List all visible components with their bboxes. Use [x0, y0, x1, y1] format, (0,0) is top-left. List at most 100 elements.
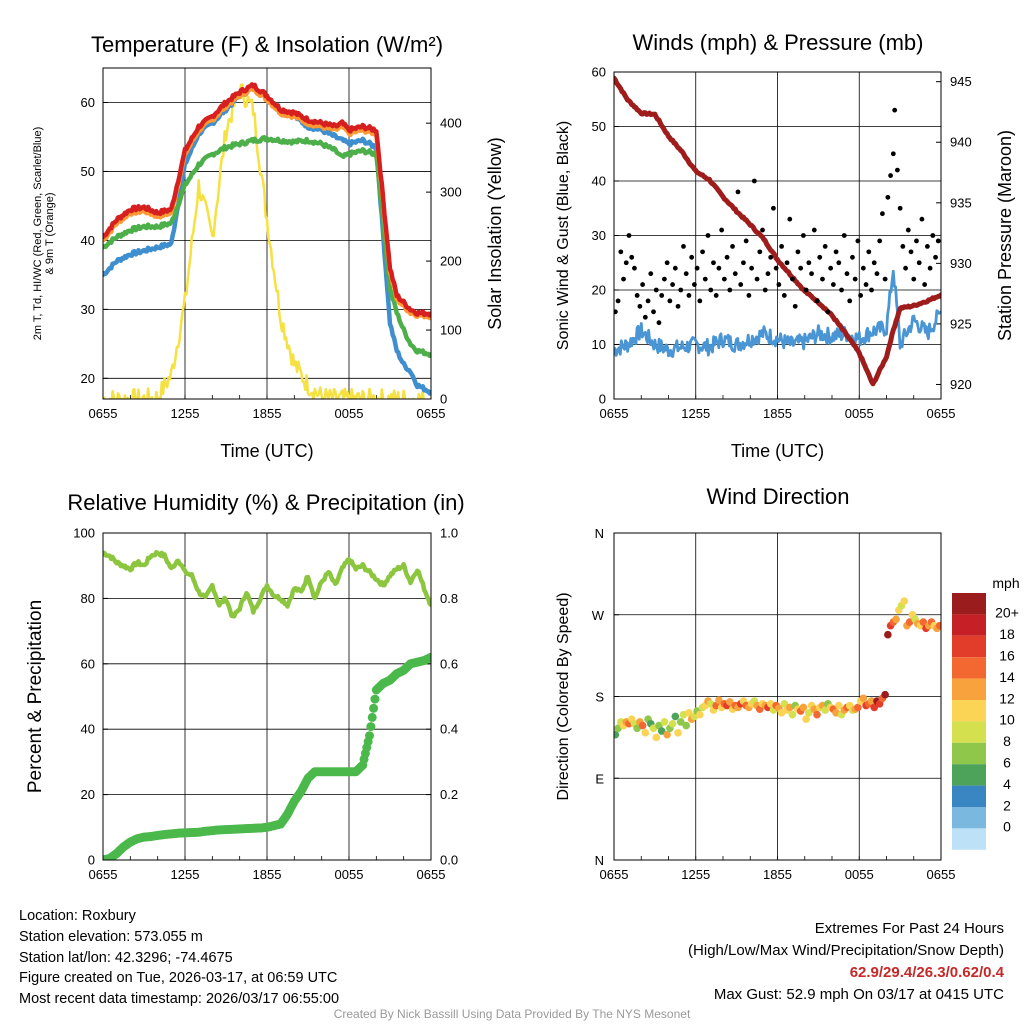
- colorbar-label: 10: [999, 712, 1015, 728]
- rh-ytick-label: 60: [81, 656, 95, 671]
- recent-timestamp: Most recent data timestamp: 2026/03/17 0…: [19, 991, 340, 1008]
- temp-y2tick-label: 300: [440, 185, 462, 200]
- winds-gust-point: [711, 260, 716, 266]
- direction-point: [780, 699, 789, 708]
- direction-point: [682, 721, 691, 730]
- winds-gust-point: [659, 293, 665, 298]
- winds-gust-point: [670, 282, 675, 287]
- colorbar-label: 20+: [995, 605, 1019, 621]
- winds-gust-point: [885, 194, 891, 200]
- winds-gust-point: [730, 244, 735, 249]
- winds-gust-point: [626, 233, 632, 238]
- rh-ylabel: Percent & Precipitation: [25, 600, 46, 793]
- direction-ytick-label: N: [595, 853, 604, 868]
- temp-plot-area: [103, 82, 431, 399]
- direction-point: [614, 730, 620, 739]
- rh-ytick-label: 40: [81, 722, 95, 737]
- colorbar-label: 12: [999, 690, 1015, 706]
- winds-gust-point: [933, 254, 938, 260]
- rh-y2tick-label: 1.0: [440, 526, 458, 541]
- winds-gust-point: [683, 271, 689, 277]
- winds-gust-point: [892, 107, 898, 113]
- colorbar-swatch: [952, 828, 986, 850]
- temp-frame: [102, 67, 432, 400]
- temp-ylabel-line1: 2m T, Td, HI/WC (Red, Green, Scarlet/Blu…: [32, 127, 44, 341]
- winds-gust-point: [667, 298, 673, 304]
- winds-gust-point: [844, 271, 850, 277]
- winds-gust-point: [914, 238, 919, 244]
- winds-gust-point: [930, 233, 936, 238]
- winds-gust-point: [675, 303, 681, 309]
- direction-point: [685, 709, 693, 717]
- direction-point: [870, 703, 879, 712]
- colorbar-label: 0: [1003, 819, 1011, 835]
- extremes-subtitle: (High/Low/Max Wind/Precipitation/Snow De…: [688, 942, 1004, 959]
- colorbar-swatch: [952, 764, 986, 786]
- winds-gust-point: [621, 276, 626, 282]
- winds-series-sonic-wind: [614, 269, 941, 358]
- winds-gust-point: [618, 249, 624, 255]
- winds-gust-point: [721, 276, 727, 282]
- winds-y2tick-label: 930: [950, 256, 972, 271]
- winds-xtick-label: 0055: [845, 406, 874, 421]
- rh-frame: [102, 532, 432, 861]
- direction-point: [696, 710, 704, 719]
- winds-gust-point: [792, 303, 798, 309]
- winds-series-pressure: [614, 75, 941, 387]
- winds-gust-point: [852, 276, 858, 282]
- winds-gust-point: [757, 249, 763, 255]
- colorbar-swatch: [952, 593, 986, 615]
- extremes-box: Extremes For Past 24 Hours (High/Low/Max…: [688, 918, 1004, 1006]
- winds-gust-point: [905, 227, 911, 233]
- rh-ytick-label: 0: [88, 853, 95, 868]
- winds-gust-point: [686, 293, 692, 298]
- winds-gust-point: [847, 298, 853, 304]
- direction-point: [668, 719, 677, 728]
- winds-gust-point: [751, 178, 757, 184]
- winds-gust-point: [629, 254, 635, 260]
- winds-gust-point: [760, 227, 765, 233]
- winds-gust-point: [716, 265, 722, 271]
- direction-xtick-label: 0655: [600, 867, 629, 882]
- temp-ylabel-line2: & 9m T (Orange): [44, 192, 56, 274]
- winds-xtick-label: 1255: [681, 406, 710, 421]
- extremes-title: Extremes For Past 24 Hours: [814, 920, 1004, 937]
- direction-ylabel: Direction (Colored By Speed): [555, 592, 572, 800]
- rh-xtick-label: 1855: [253, 867, 282, 882]
- direction-point: [892, 615, 900, 624]
- temp-y2tick-label: 200: [440, 254, 462, 269]
- temp-y2tick-label: 0: [440, 392, 447, 407]
- station-info: Location: Roxbury Station elevation: 573…: [19, 906, 339, 1010]
- winds-gust-point: [814, 298, 820, 304]
- rh-precip-point: [367, 712, 377, 722]
- winds-xlabel: Time (UTC): [731, 441, 824, 461]
- winds-gust-point: [817, 254, 823, 260]
- winds-gust-point: [795, 249, 801, 255]
- winds-gust-point: [890, 151, 896, 157]
- winds-gust-point: [681, 244, 686, 249]
- temp-series-2m-t: [103, 82, 431, 318]
- winds-ytick-label: 0: [599, 392, 606, 407]
- winds-gust-point: [762, 287, 768, 293]
- temp-xtick-label: 1855: [253, 406, 282, 421]
- winds-gust-point: [841, 233, 847, 238]
- rh-title: Relative Humidity (%) & Precipitation (i…: [67, 490, 464, 515]
- colorbar-swatch: [952, 700, 986, 722]
- winds-gust-point: [700, 249, 705, 255]
- winds-gust-point: [746, 293, 752, 298]
- winds-gust-point: [888, 173, 893, 178]
- winds-gust-point: [828, 265, 834, 271]
- colorbar-swatch: [952, 742, 986, 765]
- direction-ytick-label: W: [592, 608, 605, 623]
- rh-precip-point: [366, 722, 376, 732]
- rh-xtick-label: 0655: [417, 867, 446, 882]
- temp-series-solar: [103, 83, 431, 399]
- rh-precip-point: [369, 703, 379, 713]
- winds-gust-point: [765, 271, 771, 277]
- winds-gust-point: [803, 287, 809, 293]
- winds-gust-point: [882, 276, 888, 282]
- direction-point: [859, 694, 868, 703]
- winds-ytick-label: 20: [592, 283, 606, 298]
- winds-gust-point: [866, 249, 872, 255]
